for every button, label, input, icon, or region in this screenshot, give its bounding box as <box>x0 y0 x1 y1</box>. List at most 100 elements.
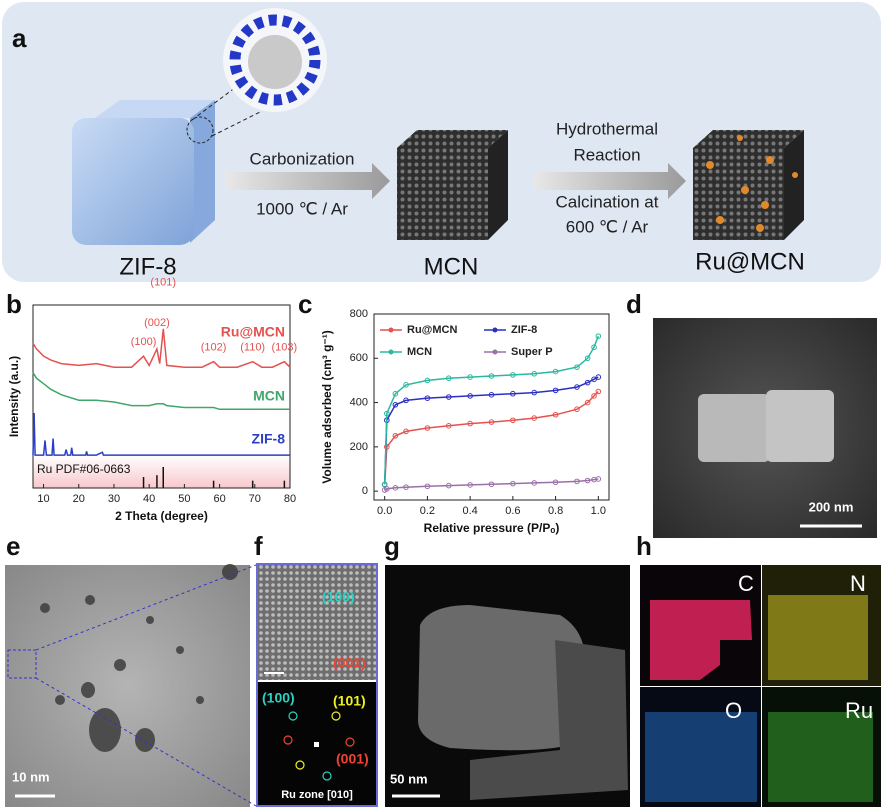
data-point <box>424 377 431 384</box>
data-point <box>445 482 452 489</box>
data-point <box>488 481 495 488</box>
data-point <box>552 387 559 394</box>
data-point <box>595 388 602 395</box>
arrow <box>533 163 686 199</box>
data-point <box>445 423 452 429</box>
series-line <box>383 390 599 485</box>
panel-label: a <box>12 23 27 53</box>
data-point <box>488 392 495 398</box>
y-tick-label: 400 <box>350 396 368 408</box>
data-point <box>531 480 538 486</box>
data-point <box>445 375 452 382</box>
data-point <box>424 483 431 490</box>
legend-label: Super P <box>511 346 553 358</box>
series-line <box>32 328 291 368</box>
data-point <box>591 344 597 351</box>
data-point <box>595 476 602 482</box>
sem-particles <box>698 390 834 462</box>
y-tick-label: 200 <box>350 441 368 453</box>
data-point <box>574 478 580 485</box>
legend-label: ZIF-8 <box>511 324 537 336</box>
ru-mcn-cube <box>693 130 804 240</box>
panel-label: g <box>384 531 400 561</box>
x-tick-label: 70 <box>249 493 261 505</box>
data-point <box>392 432 399 439</box>
step-label: Hydrothermal <box>556 119 658 138</box>
x-tick-label: 0.0 <box>377 505 392 517</box>
peak-label: (110) <box>240 342 265 354</box>
material-label: ZIF-8 <box>119 253 176 280</box>
element-label: Ru <box>845 698 873 723</box>
legend-marker <box>492 327 498 333</box>
data-point <box>584 379 591 386</box>
data-point <box>488 373 495 379</box>
material-label: MCN <box>424 253 479 280</box>
reference-label: Ru PDF#06-0663 <box>37 462 131 476</box>
data-point <box>392 401 399 408</box>
plane-label: (001) <box>333 655 366 671</box>
plot-frame <box>373 313 610 501</box>
material-label: Ru@MCN <box>695 248 805 275</box>
x-axis-label: Relative pressure (P/Pₒ) <box>424 521 560 535</box>
data-point <box>403 484 409 490</box>
data-point <box>531 415 538 421</box>
element-label: O <box>725 698 742 723</box>
panel-label: b <box>6 289 22 319</box>
data-point <box>531 389 538 396</box>
data-point <box>392 390 399 397</box>
series-label: MCN <box>253 388 285 404</box>
x-tick-label: 60 <box>213 493 225 505</box>
step-label: 1000 ℃ / Ar <box>256 199 348 218</box>
data-point <box>595 374 602 380</box>
hrtem-frame <box>256 563 378 807</box>
y-axis-label: Volume adsorbed (cm³ g⁻¹) <box>320 330 334 483</box>
data-point <box>510 417 516 424</box>
data-point <box>467 374 473 380</box>
scale-label: 200 nm <box>809 499 854 514</box>
legend-marker <box>388 327 394 333</box>
panel-label: d <box>626 289 642 319</box>
zone-label: Ru zone [010] <box>281 789 353 801</box>
mcn-cube <box>397 130 508 240</box>
data-point <box>574 406 580 413</box>
x-tick-label: 0.6 <box>505 505 520 517</box>
data-point <box>531 370 538 377</box>
data-point <box>584 355 591 362</box>
peak-label: (101) <box>150 277 176 289</box>
data-point <box>552 411 559 418</box>
data-point <box>574 364 580 370</box>
data-point <box>574 384 580 390</box>
data-point <box>392 485 399 491</box>
y-axis-label: Intensity (a.u.) <box>7 356 21 437</box>
data-point <box>552 479 559 486</box>
zif8-structure <box>223 8 327 112</box>
tem-particles <box>40 564 238 752</box>
data-point <box>381 481 388 488</box>
series-label: ZIF-8 <box>252 431 286 447</box>
scale-label: 50 nm <box>390 771 428 786</box>
hrtem-image <box>258 565 376 680</box>
y-tick-label: 800 <box>350 308 368 320</box>
data-point <box>591 393 597 399</box>
series-line <box>383 376 599 485</box>
plane-label: (100) <box>322 589 355 605</box>
zoom-circle <box>186 116 214 144</box>
step-label: Reaction <box>573 145 640 164</box>
data-point <box>424 395 431 401</box>
peak-label: (102) <box>201 342 227 354</box>
arrow <box>225 163 390 199</box>
x-tick-label: 20 <box>73 493 85 505</box>
element-label: N <box>850 571 866 596</box>
x-tick-label: 0.4 <box>462 505 477 517</box>
x-tick-label: 0.8 <box>548 505 563 517</box>
data-point <box>584 399 591 406</box>
x-tick-label: 80 <box>284 493 296 505</box>
panel-label: e <box>6 531 20 561</box>
x-tick-label: 40 <box>143 493 155 505</box>
data-point <box>467 482 473 488</box>
data-point <box>384 486 390 492</box>
data-point <box>384 410 390 417</box>
y-tick-label: 0 <box>362 485 368 497</box>
fft-spots <box>283 711 355 781</box>
